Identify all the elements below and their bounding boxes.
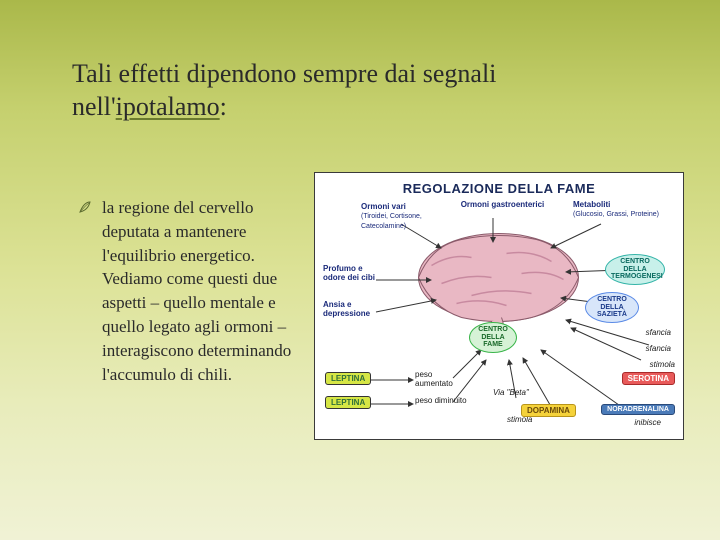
label-ansia: Ansia e depressione	[323, 300, 381, 318]
label-peso-dim: peso diminuito	[415, 396, 470, 405]
bullet-item: la regione del cervello deputata a mante…	[78, 196, 313, 386]
label-peso-aum: peso aumentato	[415, 370, 470, 388]
label-text: Ormoni vari	[361, 202, 406, 211]
pill-leptina-2: LEPTINA	[325, 396, 371, 409]
label-ormoni-vari: Ormoni vari (Tiroidei, Cortisone, Cateco…	[361, 202, 451, 231]
label-stimola-r: stimola	[650, 360, 675, 369]
oval-fame: CENTRO DELLA FAME	[469, 322, 517, 353]
label-sub: (Glucosio, Grassi, Proteine)	[573, 211, 659, 218]
label-sfancia-2: sfancia	[646, 344, 671, 353]
pill-noradrenalina: NORADRENALINA	[601, 404, 675, 415]
label-text: Metaboliti	[573, 200, 610, 209]
pill-serotina: SEROTINA	[622, 372, 675, 385]
oval-sazieta: CENTRO DELLA SAZIETÀ	[585, 292, 639, 323]
slide-title: Tali effetti dipendono sempre dai segnal…	[72, 58, 632, 123]
label-gastroenterici: Ormoni gastroenterici	[455, 200, 550, 209]
figure-canvas: Ormoni vari (Tiroidei, Cortisone, Cateco…	[321, 200, 677, 430]
label-inibisce: inibisce	[634, 418, 661, 427]
pill-dopamina: DOPAMINA	[521, 404, 576, 417]
title-suffix: :	[220, 92, 227, 121]
label-sfancia-1: sfancia	[646, 328, 671, 337]
oval-termogenesi: CENTRO DELLA TERMOGENESI	[605, 254, 665, 285]
label-via-beta: Via "Beta"	[493, 388, 529, 397]
label-profumo: Profumo e odore dei cibi	[323, 264, 381, 282]
figure-title: REGOLAZIONE DELLA FAME	[321, 181, 677, 196]
pill-leptina-1: LEPTINA	[325, 372, 371, 385]
title-underlined: ipotalamo	[116, 92, 220, 121]
figure-panel: REGOLAZIONE DELLA FAME	[314, 172, 684, 440]
label-metaboliti: Metaboliti (Glucosio, Grassi, Proteine)	[573, 200, 675, 219]
leaf-icon	[78, 200, 92, 214]
label-sub: (Tiroidei, Cortisone, Catecolamine)	[361, 213, 422, 230]
body-paragraph: la regione del cervello deputata a mante…	[102, 196, 312, 386]
